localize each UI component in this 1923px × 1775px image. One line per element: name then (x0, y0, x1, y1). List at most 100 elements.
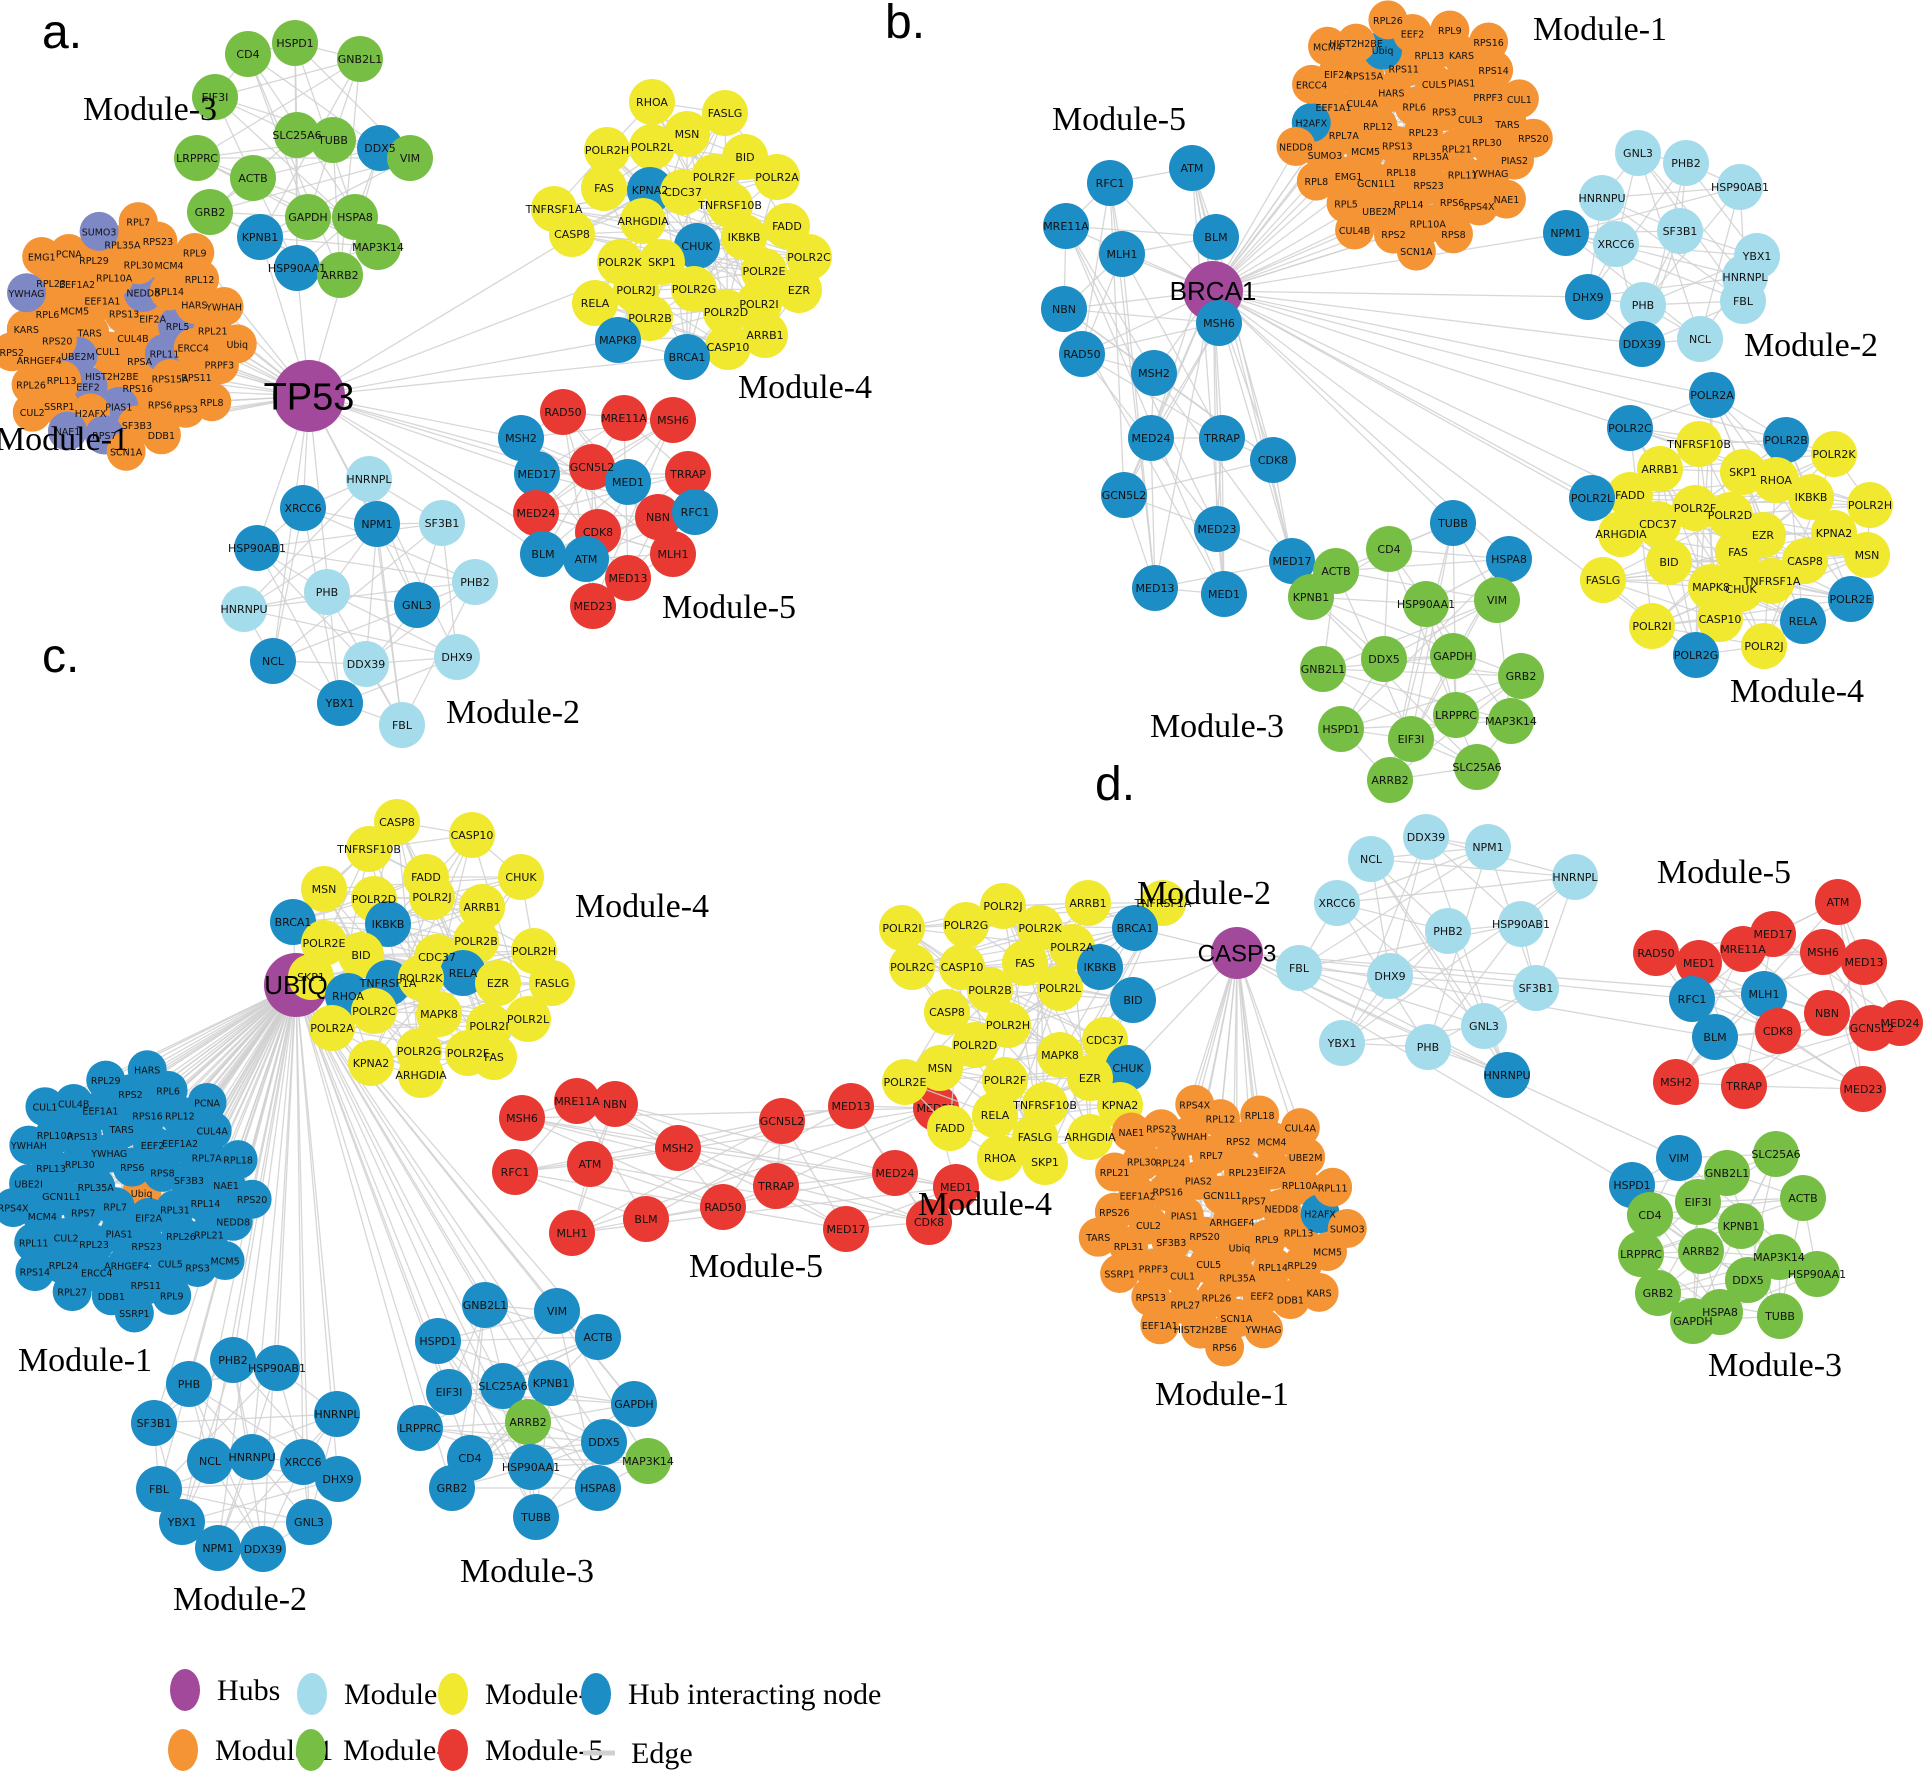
node-label: MCM5 (1313, 1247, 1342, 1258)
node (1067, 1055, 1113, 1101)
node-label: GRB2 (195, 206, 226, 219)
node-label: ARHGDIA (1064, 1131, 1116, 1144)
node-label: RPL26 (1202, 1293, 1232, 1304)
node (459, 884, 505, 930)
node (1403, 581, 1449, 627)
node-label: RHOA (984, 1152, 1016, 1165)
node (1433, 692, 1479, 738)
node (1110, 977, 1156, 1023)
node-label: RPS13 (1382, 141, 1412, 152)
node-label: CUL1 (96, 347, 121, 358)
node-label: POLR2L (631, 141, 674, 154)
node (977, 1135, 1023, 1181)
node-label: YWHAH (205, 303, 242, 314)
node-label: POLR2L (1571, 492, 1614, 505)
node-label: SUMO3 (1330, 1225, 1365, 1236)
node-label: VIM (1487, 594, 1507, 607)
node (1175, 1084, 1215, 1124)
node-label: RPL10A (1282, 1181, 1319, 1192)
node (309, 1005, 355, 1051)
node-label: HNRNPU (228, 1451, 275, 1464)
node-label: GCN1L1 (1357, 179, 1395, 190)
node-label: POLR2E (302, 937, 345, 950)
node-label: RPL7 (1200, 1151, 1224, 1162)
module-label: Module-1 (0, 421, 129, 458)
node-label: SSRP1 (44, 402, 74, 413)
node-label: HSPD1 (1613, 1179, 1650, 1192)
node-label: IKBKB (372, 918, 405, 931)
node (702, 90, 748, 136)
node (1205, 1327, 1245, 1367)
panel-letter-c: c. (42, 630, 79, 683)
node-label: RPL26 (166, 1232, 196, 1243)
node (1788, 474, 1834, 520)
node-label: RPS2 (118, 1090, 142, 1101)
node-label: MCM4 (28, 1212, 57, 1223)
node-label: CUL5 (1196, 1260, 1221, 1271)
node (655, 1125, 701, 1171)
node (355, 224, 401, 270)
node-label: POLR2G (397, 1045, 442, 1058)
node (1288, 574, 1334, 620)
node-label: CUL4A (196, 1127, 228, 1138)
node-label: POLR2I (469, 1020, 508, 1033)
module-label: Module-2 (446, 694, 580, 731)
node (1543, 210, 1589, 256)
node-label: PIAS2 (1501, 156, 1528, 167)
node-label: DDX39 (1623, 338, 1661, 351)
node-label: RPL8 (1305, 177, 1329, 188)
node (1717, 164, 1763, 210)
node (575, 1314, 621, 1360)
node-label: MED24 (876, 1167, 915, 1180)
node-label: SUMO3 (1308, 151, 1343, 162)
node-label: PHB2 (1433, 925, 1462, 938)
node-label: CD4 (1377, 543, 1400, 556)
node (1296, 161, 1336, 201)
node-label: RPS20 (237, 1195, 267, 1206)
node-label: POLR2H (585, 144, 629, 157)
node (1579, 175, 1625, 221)
node-label: HIST2H2BE (1174, 1325, 1228, 1336)
node (346, 826, 392, 872)
node-label: RPL35A (104, 240, 141, 251)
legend-swatch-hub_int (581, 1673, 611, 1715)
node (1367, 757, 1413, 803)
node (1811, 431, 1857, 477)
node-label: TNFRSF10B (1012, 1099, 1077, 1112)
node-label: GNB2L1 (1705, 1167, 1749, 1180)
node (1099, 231, 1145, 277)
node (152, 1276, 192, 1316)
node (1593, 221, 1639, 267)
node-label: EEF2 (1401, 30, 1425, 41)
hub-label: UBIQ (264, 970, 328, 1000)
module-label: Module-1 (1533, 11, 1667, 48)
node (394, 582, 440, 628)
node (1757, 1293, 1803, 1339)
node-label: POLR2I (882, 922, 921, 935)
node-label: H2AFX (75, 409, 107, 420)
node-label: DHX9 (1374, 970, 1405, 983)
node-label: ARRB2 (1682, 1245, 1719, 1258)
node-label: EZR (487, 977, 509, 990)
node (1041, 286, 1087, 332)
node-label: RPL14 (191, 1199, 221, 1210)
node-label: ACTB (238, 172, 267, 185)
node-label: HSPA8 (337, 211, 373, 224)
node-label: SCN1A (110, 447, 143, 458)
node-label: RPL14 (1394, 200, 1424, 211)
node-label: GAPDH (1433, 650, 1472, 663)
node (514, 451, 560, 497)
node (419, 500, 465, 546)
node (317, 680, 363, 726)
node-label: TRRAP (1203, 432, 1240, 445)
node-label: RPS26 (1099, 1208, 1129, 1219)
hub-node-TP53 (273, 360, 345, 432)
node-label: GAPDH (1673, 1315, 1712, 1328)
node-label: ACTB (1788, 1192, 1817, 1205)
module-label: Module-5 (1657, 854, 1791, 891)
node-label: POLR2F (447, 1047, 489, 1060)
node-label: RPL18 (223, 1156, 253, 1167)
node (301, 866, 347, 912)
panel-c: CASP8 CASP10 TNFRSF10B FADD CHUK MSN POLR2D POL… (0, 630, 979, 1618)
